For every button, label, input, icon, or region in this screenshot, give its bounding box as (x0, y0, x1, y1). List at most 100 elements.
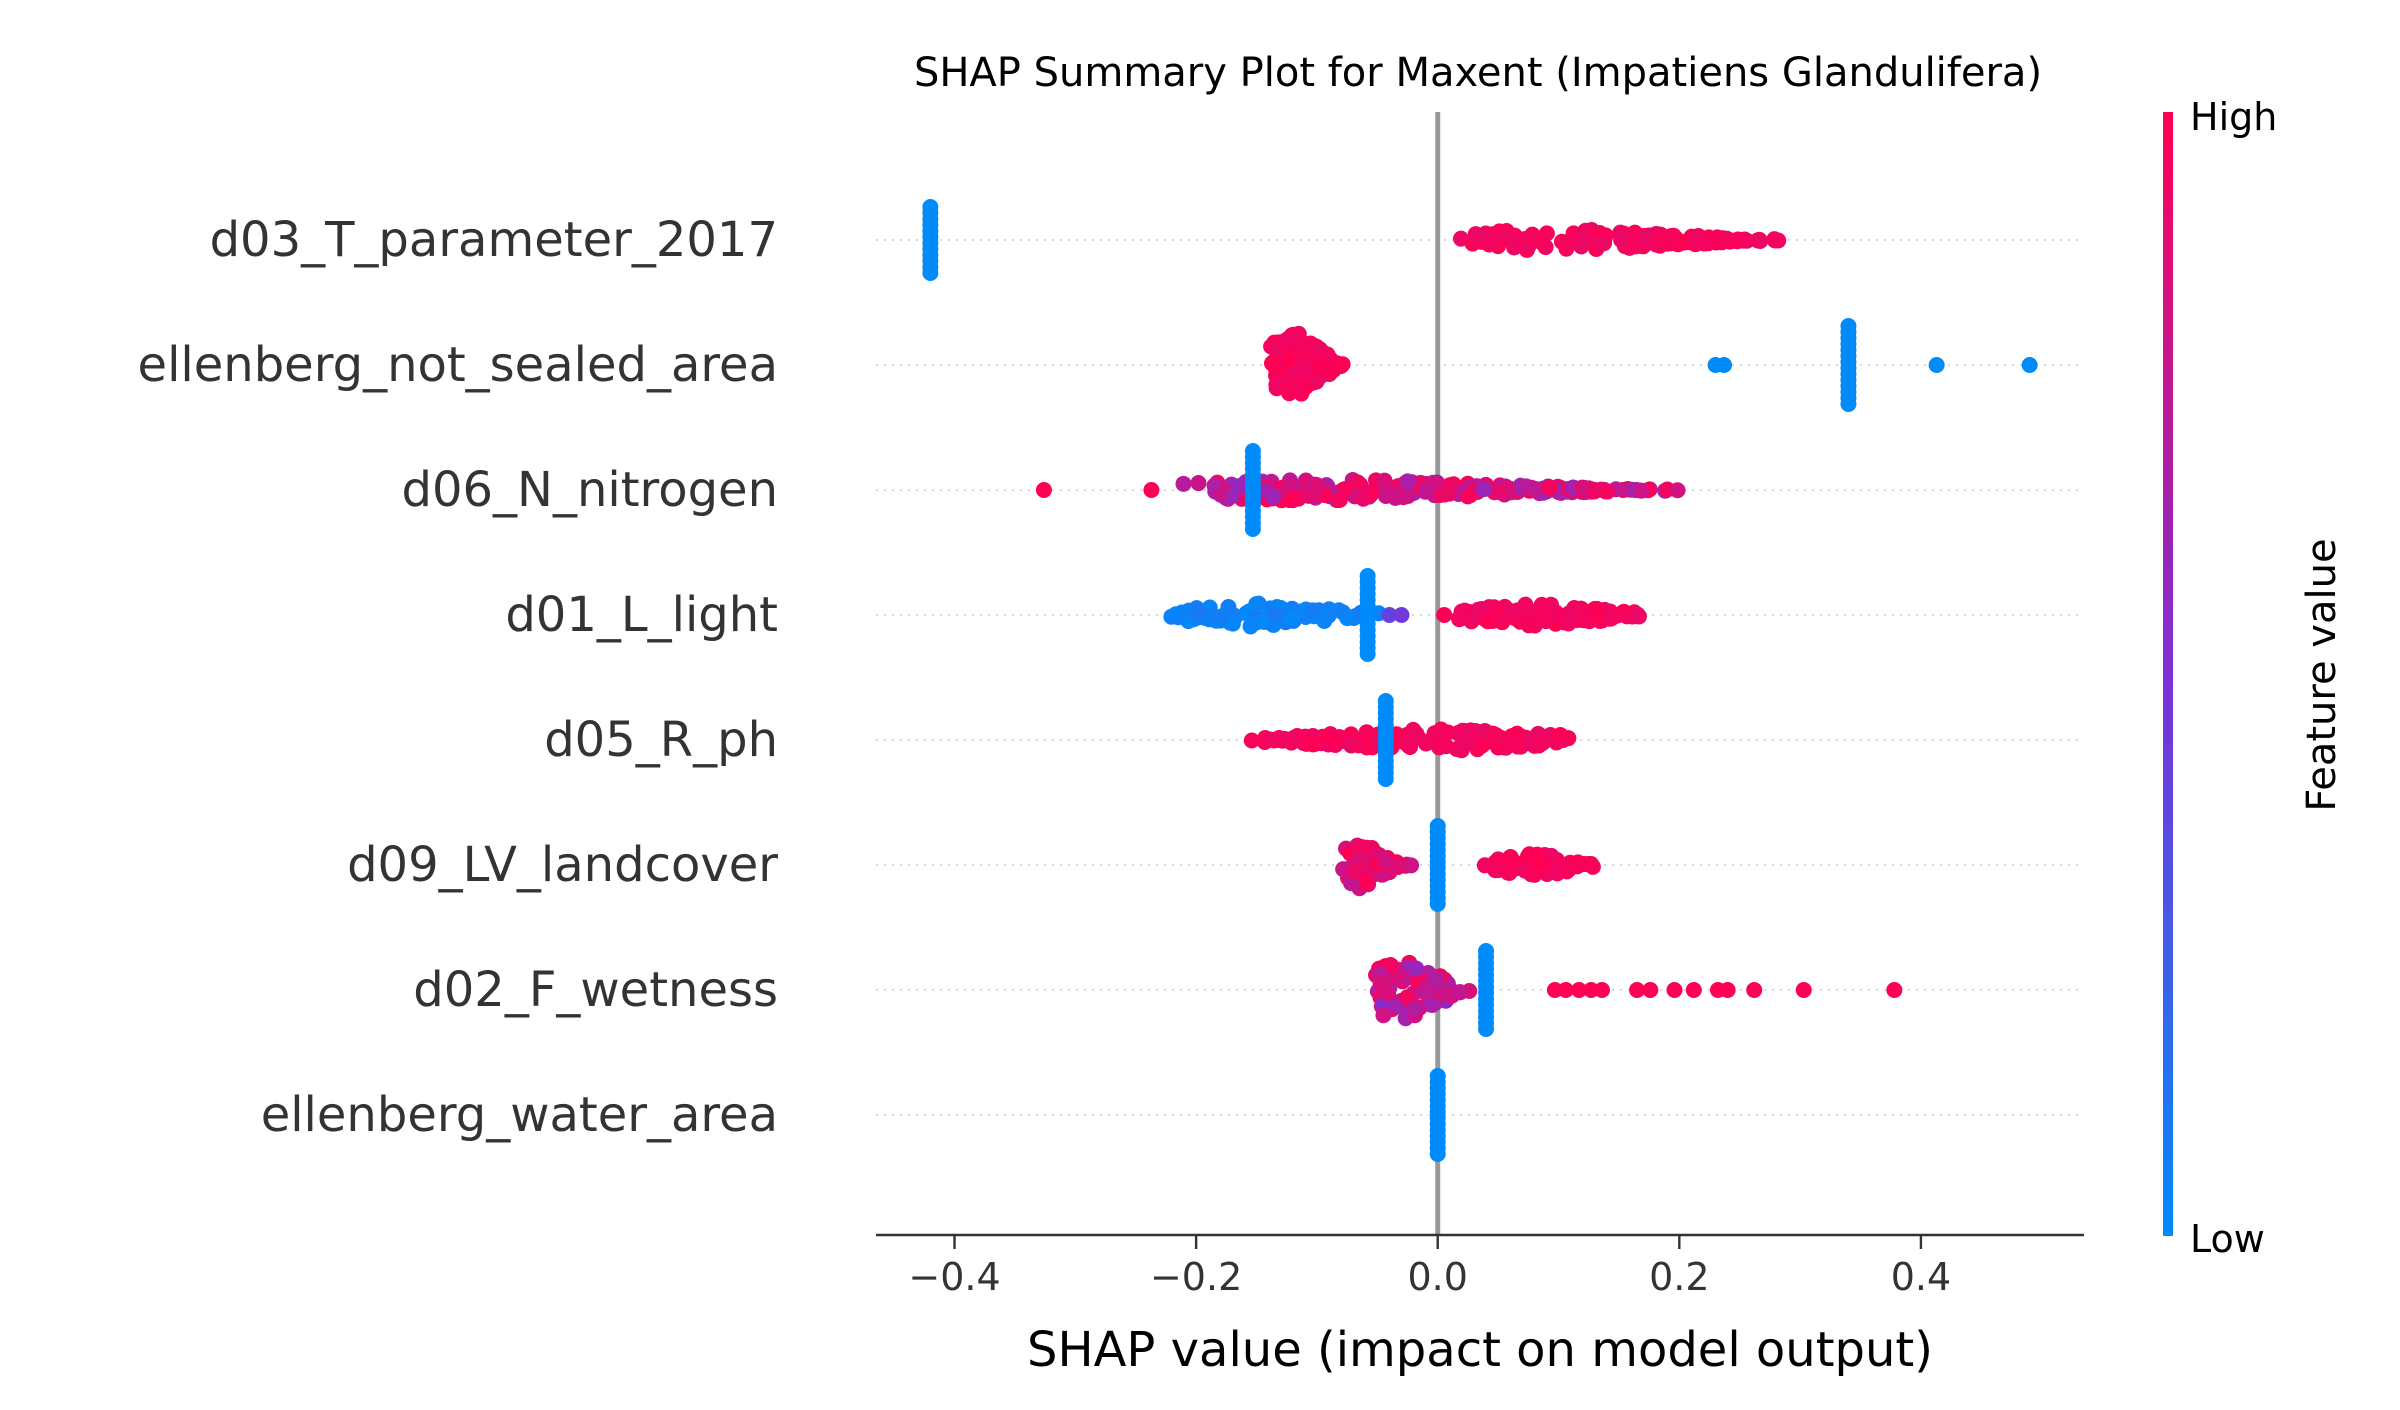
shap-point (1453, 603, 1470, 620)
shap-point (1452, 984, 1469, 1001)
feature-label: ellenberg_water_area (261, 1087, 778, 1143)
shap-point (1399, 989, 1416, 1006)
shap-point (1242, 618, 1259, 635)
shap-point (1357, 873, 1374, 890)
shap-point (1767, 232, 1784, 249)
shap-point (1388, 969, 1405, 986)
shap-point (1317, 347, 1334, 364)
shap-point (1359, 646, 1376, 662)
shap-point (1175, 475, 1192, 492)
shap-point (1308, 477, 1325, 494)
feature-label: d06_N_nitrogen (402, 462, 779, 518)
shap-point (1560, 615, 1577, 632)
shap-point (1752, 232, 1769, 249)
shap-point (1685, 982, 1702, 998)
shap-point (1350, 737, 1367, 754)
colorbar-low-label: Low (2190, 1217, 2265, 1261)
shap-point (1696, 235, 1713, 252)
shap-point (1381, 607, 1398, 623)
shap-point (1306, 736, 1323, 753)
shap-points (922, 199, 2038, 1162)
colorbar-label: Feature value (2299, 538, 2345, 811)
shap-point (1424, 996, 1441, 1013)
shap-point (2021, 357, 2038, 373)
shap-point (1537, 239, 1554, 256)
x-tick-label: −0.4 (908, 1255, 1000, 1299)
shap-point (1492, 484, 1509, 501)
shap-point (1666, 982, 1683, 998)
shap-point (1262, 731, 1279, 748)
shap-point (1535, 606, 1552, 623)
shap-point (1576, 855, 1593, 872)
shap-point (1484, 233, 1501, 250)
shap-point (1355, 490, 1372, 507)
shap-point (1035, 482, 1052, 498)
shap-point (1212, 609, 1229, 626)
feature-label: ellenberg_not_sealed_area (138, 337, 778, 393)
chart-title: SHAP Summary Plot for Maxent (Impatiens … (914, 50, 2042, 96)
shap-point (1372, 975, 1389, 992)
shap-point (1840, 396, 1857, 412)
shap-point (1377, 771, 1394, 787)
shap-point (1557, 982, 1574, 998)
shap-point (1530, 737, 1547, 754)
colorbar-high-label: High (2190, 95, 2277, 139)
shap-point (1434, 986, 1451, 1003)
shap-point (1376, 472, 1393, 489)
shap-point (1231, 478, 1248, 495)
shap-point (1429, 896, 1446, 912)
shap-point (1650, 232, 1667, 249)
x-tick-label: 0.0 (1408, 1255, 1468, 1299)
shap-point (1343, 875, 1360, 892)
shap-point (1594, 235, 1611, 252)
shap-point (1428, 971, 1445, 988)
shap-point (1541, 479, 1558, 496)
shap-point (1746, 982, 1763, 998)
shap-point (1292, 365, 1309, 382)
shap-point (1278, 380, 1295, 397)
shap-point (1552, 726, 1569, 743)
shap-point (1417, 483, 1434, 500)
x-axis-ticks: −0.4 −0.2 0.0 0.2 0.4 (908, 1235, 1951, 1299)
shap-point (1669, 482, 1686, 499)
shap-point (1143, 482, 1160, 498)
shap-point (1469, 227, 1486, 244)
shap-point (1417, 735, 1434, 752)
shap-point (1399, 473, 1416, 490)
shap-point (1571, 982, 1588, 998)
shap-point (1558, 240, 1575, 257)
shap-point (1316, 613, 1333, 630)
shap-point (1633, 482, 1650, 499)
shap-point (1191, 604, 1208, 621)
shap-point (1517, 230, 1534, 247)
shap-point (1325, 731, 1342, 748)
shap-point (1501, 850, 1518, 867)
shap-point (1346, 863, 1363, 880)
shap-point (1475, 481, 1492, 498)
shap-point (1676, 234, 1693, 251)
shap-point (1375, 1007, 1392, 1024)
shap-point (1629, 982, 1646, 998)
shap-point (1478, 1021, 1495, 1037)
shap-point (1334, 356, 1351, 373)
shap-point (1283, 609, 1300, 626)
shap-point (1190, 475, 1207, 492)
shap-point (1533, 857, 1550, 874)
shap-point (1432, 727, 1449, 744)
shap-point (1403, 857, 1420, 874)
x-tick-label: 0.2 (1649, 1255, 1709, 1299)
shap-point (1429, 1146, 1446, 1162)
shap-point (1574, 479, 1591, 496)
shap-point (1263, 355, 1280, 372)
shap-point (1560, 861, 1577, 878)
feature-label: d03_T_parameter_2017 (210, 212, 778, 268)
shap-point (1317, 361, 1334, 378)
shap-point (1594, 982, 1611, 998)
shap-point (1479, 613, 1496, 630)
shap-point (1528, 481, 1545, 498)
shap-point (1418, 980, 1435, 997)
shap-point (1439, 485, 1456, 502)
shap-point (1377, 852, 1394, 869)
feature-label: d09_LV_landcover (347, 837, 778, 893)
